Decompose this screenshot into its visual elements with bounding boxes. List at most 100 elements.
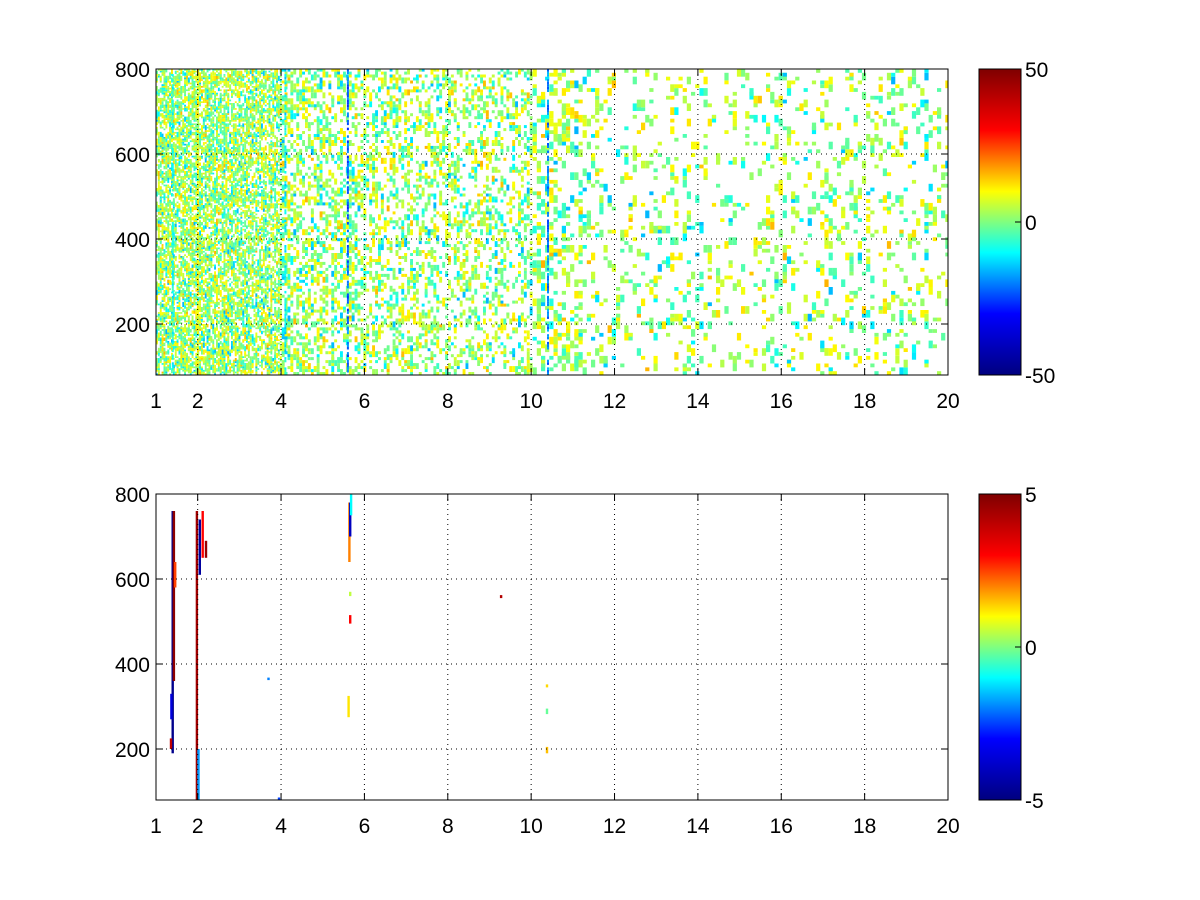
heatmap-cell bbox=[214, 301, 216, 304]
heatmap-cell bbox=[210, 351, 213, 353]
heatmap-cell bbox=[156, 244, 158, 246]
heatmap-cell bbox=[157, 97, 160, 103]
heatmap-cell bbox=[236, 290, 239, 296]
heatmap-cell bbox=[195, 198, 198, 204]
heatmap-cell bbox=[163, 259, 166, 262]
heatmap-cell bbox=[217, 84, 220, 86]
heatmap-cell bbox=[212, 324, 215, 330]
heatmap-cell bbox=[255, 77, 258, 83]
heatmap-cell bbox=[163, 138, 166, 143]
heatmap-cell bbox=[171, 308, 173, 313]
heatmap-cell bbox=[199, 303, 201, 306]
heatmap-cell bbox=[231, 271, 233, 277]
heatmap-cell bbox=[193, 69, 196, 71]
heatmap-cell bbox=[176, 145, 179, 149]
heatmap-cell bbox=[242, 320, 245, 324]
heatmap-cell bbox=[202, 165, 205, 170]
heatmap-cell bbox=[186, 363, 188, 369]
heatmap-cell bbox=[219, 312, 222, 314]
heatmap-cell bbox=[253, 96, 256, 102]
heatmap-cell bbox=[246, 317, 248, 321]
heatmap-cell bbox=[193, 206, 196, 209]
heatmap-cell bbox=[232, 245, 235, 251]
heatmap-cell bbox=[247, 366, 250, 370]
heatmap-cell bbox=[210, 240, 213, 245]
heatmap-cell bbox=[249, 181, 252, 185]
heatmap-cell bbox=[201, 244, 203, 246]
heatmap-cell bbox=[165, 250, 168, 253]
heatmap-cell bbox=[223, 198, 226, 202]
heatmap-cell bbox=[238, 296, 241, 299]
heatmap-cell bbox=[208, 267, 211, 272]
heatmap-cell bbox=[204, 182, 207, 188]
heatmap-cell bbox=[171, 317, 173, 319]
heatmap-cell bbox=[201, 177, 203, 183]
heatmap-cell bbox=[157, 69, 160, 71]
heatmap-cell bbox=[257, 295, 260, 299]
heatmap-cell bbox=[182, 108, 185, 110]
heatmap-cell bbox=[161, 109, 164, 112]
heatmap-cell bbox=[163, 366, 166, 372]
heatmap-cell bbox=[221, 118, 224, 122]
heatmap-cell bbox=[219, 279, 222, 284]
heatmap-cell bbox=[206, 264, 209, 270]
heatmap-cell bbox=[234, 322, 237, 324]
heatmap-cell bbox=[227, 126, 230, 129]
heatmap-cell bbox=[231, 296, 233, 301]
heatmap-cell bbox=[219, 213, 222, 216]
heatmap-cell bbox=[178, 327, 181, 330]
heatmap-cell bbox=[184, 259, 186, 263]
heatmap-cell bbox=[247, 162, 250, 166]
heatmap-cell bbox=[255, 366, 258, 369]
heatmap-cell bbox=[225, 344, 228, 347]
heatmap-cell bbox=[246, 281, 248, 285]
heatmap-cell bbox=[197, 145, 200, 148]
heatmap-cell bbox=[193, 358, 196, 360]
heatmap-cell bbox=[227, 313, 230, 318]
heatmap-cell bbox=[157, 137, 160, 139]
heatmap-cell bbox=[212, 264, 215, 267]
heatmap-cell bbox=[180, 155, 183, 160]
heatmap-cell bbox=[249, 142, 252, 148]
heatmap-cell bbox=[232, 303, 235, 307]
heatmap-cell bbox=[210, 315, 213, 321]
heatmap-cell bbox=[172, 147, 175, 151]
heatmap-cell bbox=[225, 118, 228, 120]
heatmap-cell bbox=[167, 213, 170, 216]
heatmap-cell bbox=[234, 245, 237, 250]
heatmap-cell bbox=[189, 284, 192, 287]
heatmap-cell bbox=[195, 145, 198, 148]
heatmap-cell bbox=[201, 320, 203, 323]
heatmap-cell bbox=[208, 111, 211, 115]
heatmap-cell bbox=[238, 327, 241, 330]
heatmap-cell bbox=[231, 206, 233, 209]
heatmap-cell bbox=[176, 167, 179, 171]
heatmap-cell bbox=[182, 308, 185, 311]
heatmap-cell bbox=[178, 113, 181, 115]
heatmap-cell bbox=[191, 111, 194, 117]
heatmap-cell bbox=[217, 72, 220, 75]
heatmap-cell bbox=[217, 310, 220, 314]
heatmap-cell bbox=[231, 259, 233, 265]
heatmap-cell bbox=[253, 109, 256, 112]
heatmap-cell bbox=[217, 267, 220, 272]
heatmap-cell bbox=[251, 74, 254, 76]
heatmap-cell bbox=[217, 148, 220, 153]
heatmap-cell bbox=[244, 108, 247, 112]
heatmap-cell bbox=[251, 80, 254, 83]
heatmap-cell bbox=[169, 327, 171, 331]
heatmap-cell bbox=[159, 254, 162, 260]
heatmap-cell bbox=[246, 322, 248, 324]
heatmap-cell bbox=[157, 148, 160, 151]
heatmap-cell bbox=[169, 223, 171, 226]
heatmap-cell bbox=[221, 211, 224, 214]
heatmap-cell bbox=[199, 169, 201, 173]
heatmap-cell bbox=[172, 244, 175, 248]
heatmap-cell bbox=[156, 210, 158, 212]
heatmap-cell bbox=[210, 79, 213, 81]
heatmap-cell bbox=[227, 233, 230, 239]
heatmap-cell bbox=[191, 174, 194, 178]
heatmap-cell bbox=[251, 342, 254, 345]
heatmap-cell bbox=[217, 273, 220, 279]
heatmap-cell bbox=[180, 96, 183, 98]
